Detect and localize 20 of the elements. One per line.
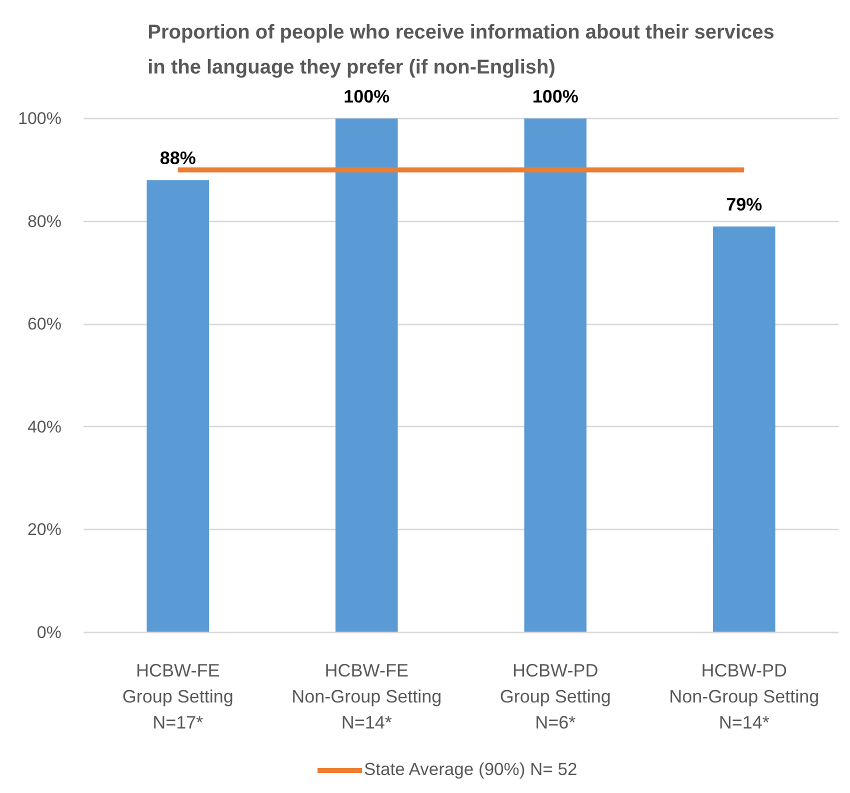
legend-label: State Average (90%) N= 52 — [364, 759, 578, 780]
data-label: 88% — [160, 148, 196, 168]
y-tick-label: 40% — [27, 417, 62, 436]
y-tick-label: 0% — [36, 623, 62, 642]
x-tick-label: HCBW-FE Group Setting N=17* — [122, 660, 234, 732]
data-label: 79% — [726, 194, 762, 214]
y-tick-label: 80% — [27, 212, 62, 231]
y-tick-label: 60% — [27, 314, 62, 334]
x-tick-label: HCBW-PD Non-Group Setting N=14* — [669, 660, 820, 732]
bar — [335, 118, 398, 632]
y-tick-label: 20% — [27, 520, 62, 540]
data-label: 100% — [532, 86, 578, 106]
data-label: 100% — [344, 86, 390, 106]
bar — [524, 118, 587, 632]
x-tick-label: HCBW-PD Group Setting N=6* — [500, 660, 611, 732]
y-tick-label: 100% — [18, 109, 62, 128]
x-tick-label: HCBW-FE Non-Group Setting N=14* — [292, 660, 442, 732]
bar — [146, 180, 210, 632]
chart-title: Proportion of people who receive information about their services in the language they prefer (if non-English) — [148, 21, 774, 78]
bar — [712, 226, 776, 632]
